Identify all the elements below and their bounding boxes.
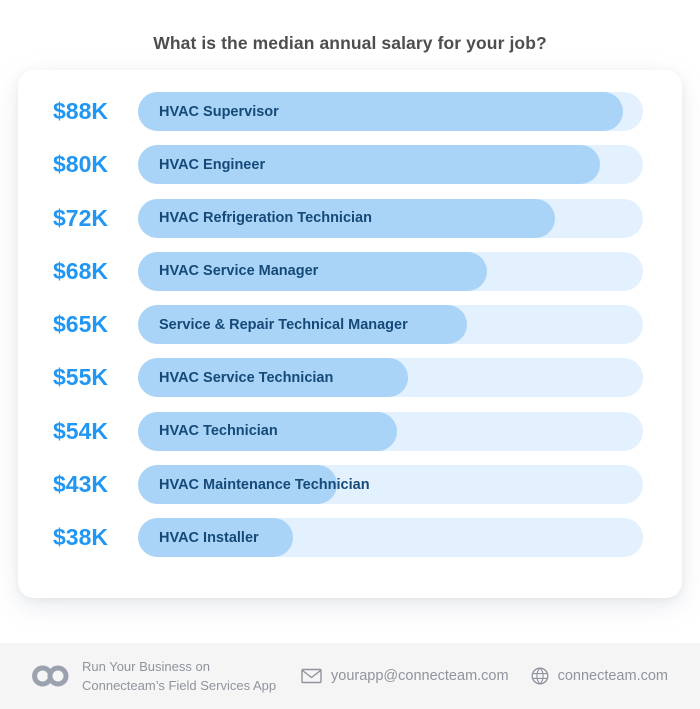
- salary-value-label: $80K: [53, 151, 108, 178]
- job-title-label: HVAC Supervisor: [159, 103, 279, 120]
- job-title-label: HVAC Installer: [159, 529, 259, 546]
- footer: Run Your Business on Connecteam’s Field …: [0, 643, 700, 709]
- salary-value-label: $43K: [53, 471, 108, 498]
- job-title-label: HVAC Maintenance Technician: [159, 476, 370, 493]
- footer-email-text: yourapp@connecteam.com: [331, 668, 509, 684]
- bar-row: $80K HVAC Engineer: [53, 145, 643, 185]
- footer-contact: yourapp@connecteam.com connecteam.com: [301, 667, 668, 685]
- bar-track: HVAC Service Manager: [138, 251, 643, 291]
- job-title-label: HVAC Refrigeration Technician: [159, 210, 372, 227]
- bar-fill: [138, 305, 467, 345]
- salary-value-label: $54K: [53, 417, 108, 444]
- job-title-label: Service & Repair Technical Manager: [159, 316, 408, 333]
- bar-row: $54K HVAC Technician: [53, 411, 643, 451]
- bar-row: $72K HVAC Refrigeration Technician: [53, 198, 643, 238]
- bar-fill: [138, 251, 487, 291]
- salary-value-label: $68K: [53, 257, 108, 284]
- footer-tagline-line2: Connecteam’s Field Services App: [82, 678, 277, 693]
- salary-value-label: $38K: [53, 524, 108, 551]
- globe-icon: [531, 667, 549, 685]
- footer-email: yourapp@connecteam.com: [301, 668, 509, 684]
- bar-fill: [138, 411, 398, 451]
- bar-fill: [138, 198, 556, 238]
- page-title: What is the median annual salary for you…: [153, 33, 547, 53]
- bar-track: Service & Repair Technical Manager: [138, 305, 643, 345]
- bar-fill: [138, 145, 601, 185]
- bar-fill: [138, 358, 409, 398]
- connecteam-logo: [30, 662, 70, 690]
- bar-track: HVAC Maintenance Technician: [138, 465, 643, 505]
- bar-track: HVAC Supervisor: [138, 92, 643, 131]
- bar-row: $55K HVAC Service Technician: [53, 358, 643, 398]
- salary-value-label: $72K: [53, 204, 108, 231]
- bar-track: HVAC Engineer: [138, 145, 643, 185]
- job-title-label: HVAC Technician: [159, 423, 278, 440]
- job-title-label: HVAC Service Technician: [159, 369, 334, 386]
- envelope-icon: [301, 668, 322, 684]
- footer-tagline: Run Your Business on Connecteam’s Field …: [82, 657, 276, 696]
- footer-tagline-line1: Run Your Business on: [82, 658, 210, 674]
- bar-row: $38K HVAC Installer: [53, 518, 643, 558]
- bar-row: $68K HVAC Service Manager: [53, 251, 643, 291]
- bar-fill: [138, 518, 294, 558]
- connecteam-logo-icon: [32, 665, 69, 687]
- bar-row: $65K Service & Repair Technical Manager: [53, 305, 643, 345]
- bar-track: HVAC Technician: [138, 411, 643, 451]
- bar-track: HVAC Service Technician: [138, 358, 643, 398]
- salary-value-label: $88K: [53, 98, 108, 124]
- bar-track: HVAC Installer: [138, 518, 643, 558]
- job-title-label: HVAC Service Manager: [159, 263, 319, 280]
- bar-row: $88K HVAC Supervisor: [53, 92, 643, 131]
- chart-card: $88K HVAC Supervisor $80K HVAC Engineer $72K…: [18, 70, 682, 598]
- footer-website: connecteam.com: [531, 667, 668, 685]
- bar-fill: [138, 92, 623, 131]
- bar-fill: [138, 465, 337, 505]
- bar-track: HVAC Refrigeration Technician: [138, 198, 643, 238]
- job-title-label: HVAC Engineer: [159, 156, 266, 173]
- footer-website-text: connecteam.com: [557, 668, 668, 684]
- bar-row: $43K HVAC Maintenance Technician: [53, 465, 643, 505]
- salary-value-label: $55K: [53, 364, 108, 391]
- bar-rows: $88K HVAC Supervisor $80K HVAC Engineer $72K…: [53, 92, 643, 558]
- salary-value-label: $65K: [53, 311, 108, 338]
